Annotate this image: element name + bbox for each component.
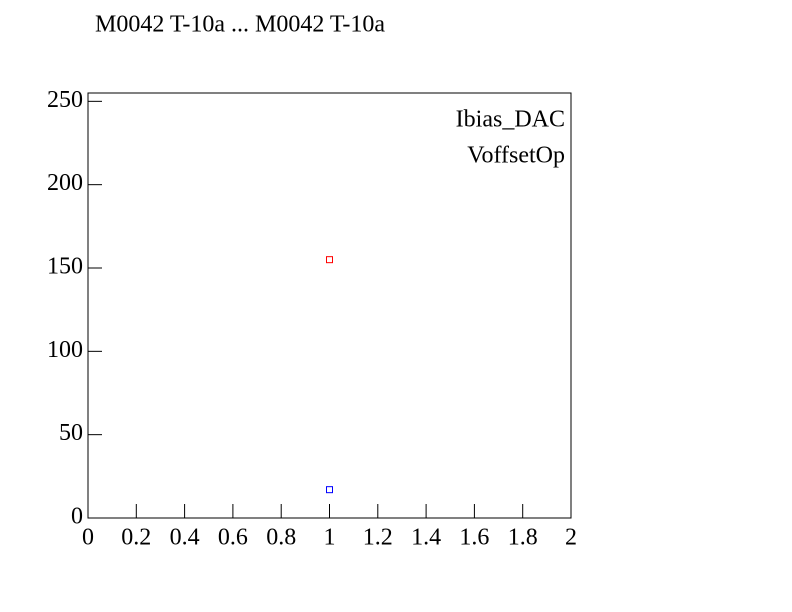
x-tick-label: 0.8: [266, 525, 296, 551]
point: [326, 256, 333, 264]
x-tick-label: 2: [565, 525, 577, 551]
x-tick-label: 0.4: [170, 525, 200, 551]
x-tick-label: 0.2: [121, 525, 151, 551]
y-tick-label: 0: [71, 504, 83, 530]
x-tick-label: 0.6: [218, 525, 248, 551]
y-tick-label: 50: [59, 420, 83, 446]
y-tick-label: 250: [47, 87, 83, 113]
x-tick-label: 1.4: [411, 525, 441, 551]
y-tick-label: 100: [47, 337, 83, 363]
x-tick-label: 1.2: [363, 525, 393, 551]
x-tick-label: 0: [82, 525, 94, 551]
legend-entry: Ibias_DAC: [456, 107, 565, 133]
y-tick-label: 150: [47, 254, 83, 280]
point: [326, 486, 333, 494]
chart-title: M0042 T-10a ... M0042 T-10a: [95, 12, 385, 38]
x-tick-label: 1.8: [508, 525, 538, 551]
x-tick-label: 1.6: [459, 525, 489, 551]
y-tick-label: 200: [47, 170, 83, 196]
legend-entry: VoffsetOp: [467, 143, 565, 169]
x-tick-label: 1: [324, 525, 336, 551]
